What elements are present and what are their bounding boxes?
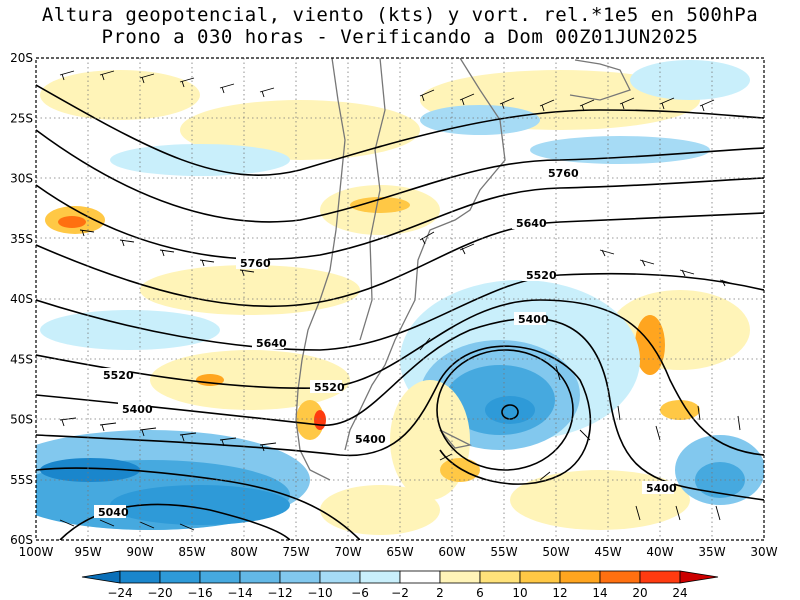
colorbar-swatch	[479, 570, 521, 584]
lat-label: 25S	[10, 111, 33, 125]
contour-label: 5520	[314, 381, 345, 394]
colorbar-label: −20	[147, 586, 172, 600]
contour-label: 5520	[103, 369, 134, 382]
colorbar-label: 10	[512, 586, 527, 600]
map-panel: 5760 5760 5640 5640 5520 5520 5520 5400 …	[36, 58, 764, 540]
lon-label: 45W	[594, 545, 621, 559]
colorbar-swatch	[239, 570, 281, 584]
colorbar-label: −16	[187, 586, 212, 600]
lon-label: 95W	[74, 545, 101, 559]
colorbar-swatch	[599, 570, 641, 584]
colorbar-swatch	[559, 570, 601, 584]
lon-label: 30W	[750, 545, 777, 559]
colorbar-swatch	[279, 570, 321, 584]
colorbar-label: −2	[391, 586, 409, 600]
colorbar-label: 14	[592, 586, 607, 600]
lat-label: 50S	[10, 413, 33, 427]
colorbar-label: −24	[107, 586, 132, 600]
colorbar-left-arrow	[81, 570, 121, 584]
colorbar-swatch	[319, 570, 361, 584]
colorbar-swatch	[639, 570, 681, 584]
contour-label: 5760	[548, 167, 579, 180]
colorbar-swatch	[159, 570, 201, 584]
contour-labels: 5760 5760 5640 5640 5520 5520 5520 5400 …	[94, 166, 677, 519]
colorbar: −24 −20 −16 −14 −12 −10 −6 −2 2 6 10 12 14 20 24	[81, 570, 719, 600]
lon-label: 50W	[542, 545, 569, 559]
lon-label: 100W	[19, 545, 54, 559]
colorbar-label: 20	[632, 586, 647, 600]
lat-label: 40S	[10, 292, 33, 306]
colorbar-label: 24	[672, 586, 687, 600]
contour-label: 5400	[355, 433, 386, 446]
map-title-line1: Altura geopotencial, viento (kts) y vort…	[41, 4, 759, 26]
colorbar-swatch	[519, 570, 561, 584]
lat-label: 35S	[10, 232, 33, 246]
colorbar-label: −12	[267, 586, 292, 600]
map-title-line2: Prono a 030 horas - Verificando a Dom 00…	[101, 26, 699, 48]
colorbar-label: −10	[307, 586, 332, 600]
lat-label: 45S	[10, 352, 33, 366]
lon-label: 90W	[126, 545, 153, 559]
colorbar-label: 2	[436, 586, 444, 600]
contour-label: 5040	[98, 506, 129, 519]
lon-label: 75W	[282, 545, 309, 559]
lon-label: 85W	[178, 545, 205, 559]
contour-label: 5400	[122, 403, 153, 416]
lon-label: 80W	[230, 545, 257, 559]
colorbar-swatch	[119, 570, 161, 584]
colorbar-label: 12	[552, 586, 567, 600]
contour-label: 5640	[256, 337, 287, 350]
colorbar-label: 6	[476, 586, 484, 600]
contour-label: 5640	[516, 217, 547, 230]
lon-label: 60W	[438, 545, 465, 559]
lon-label: 55W	[490, 545, 517, 559]
coastlines	[295, 58, 631, 481]
lon-label: 65W	[386, 545, 413, 559]
lon-label: 35W	[698, 545, 725, 559]
lat-label: 55S	[10, 473, 33, 487]
colorbar-swatch	[439, 570, 481, 584]
colorbar-label: −6	[351, 586, 369, 600]
colorbar-right-arrow	[679, 570, 719, 584]
colorbar-swatch	[199, 570, 241, 584]
colorbar-swatch	[359, 570, 401, 584]
lat-label: 60S	[10, 533, 33, 547]
lon-label: 70W	[334, 545, 361, 559]
contour-label: 5760	[240, 257, 271, 270]
wind-barbs	[59, 70, 741, 531]
geopotential-contours	[36, 84, 764, 540]
colorbar-swatch	[399, 570, 441, 584]
lat-label: 30S	[10, 172, 33, 186]
contour-label: 5520	[526, 269, 557, 282]
colorbar-label: −14	[227, 586, 252, 600]
lon-label: 40W	[646, 545, 673, 559]
contour-label: 5400	[646, 482, 677, 495]
lat-label: 20S	[10, 51, 33, 65]
contour-label: 5400	[518, 313, 549, 326]
